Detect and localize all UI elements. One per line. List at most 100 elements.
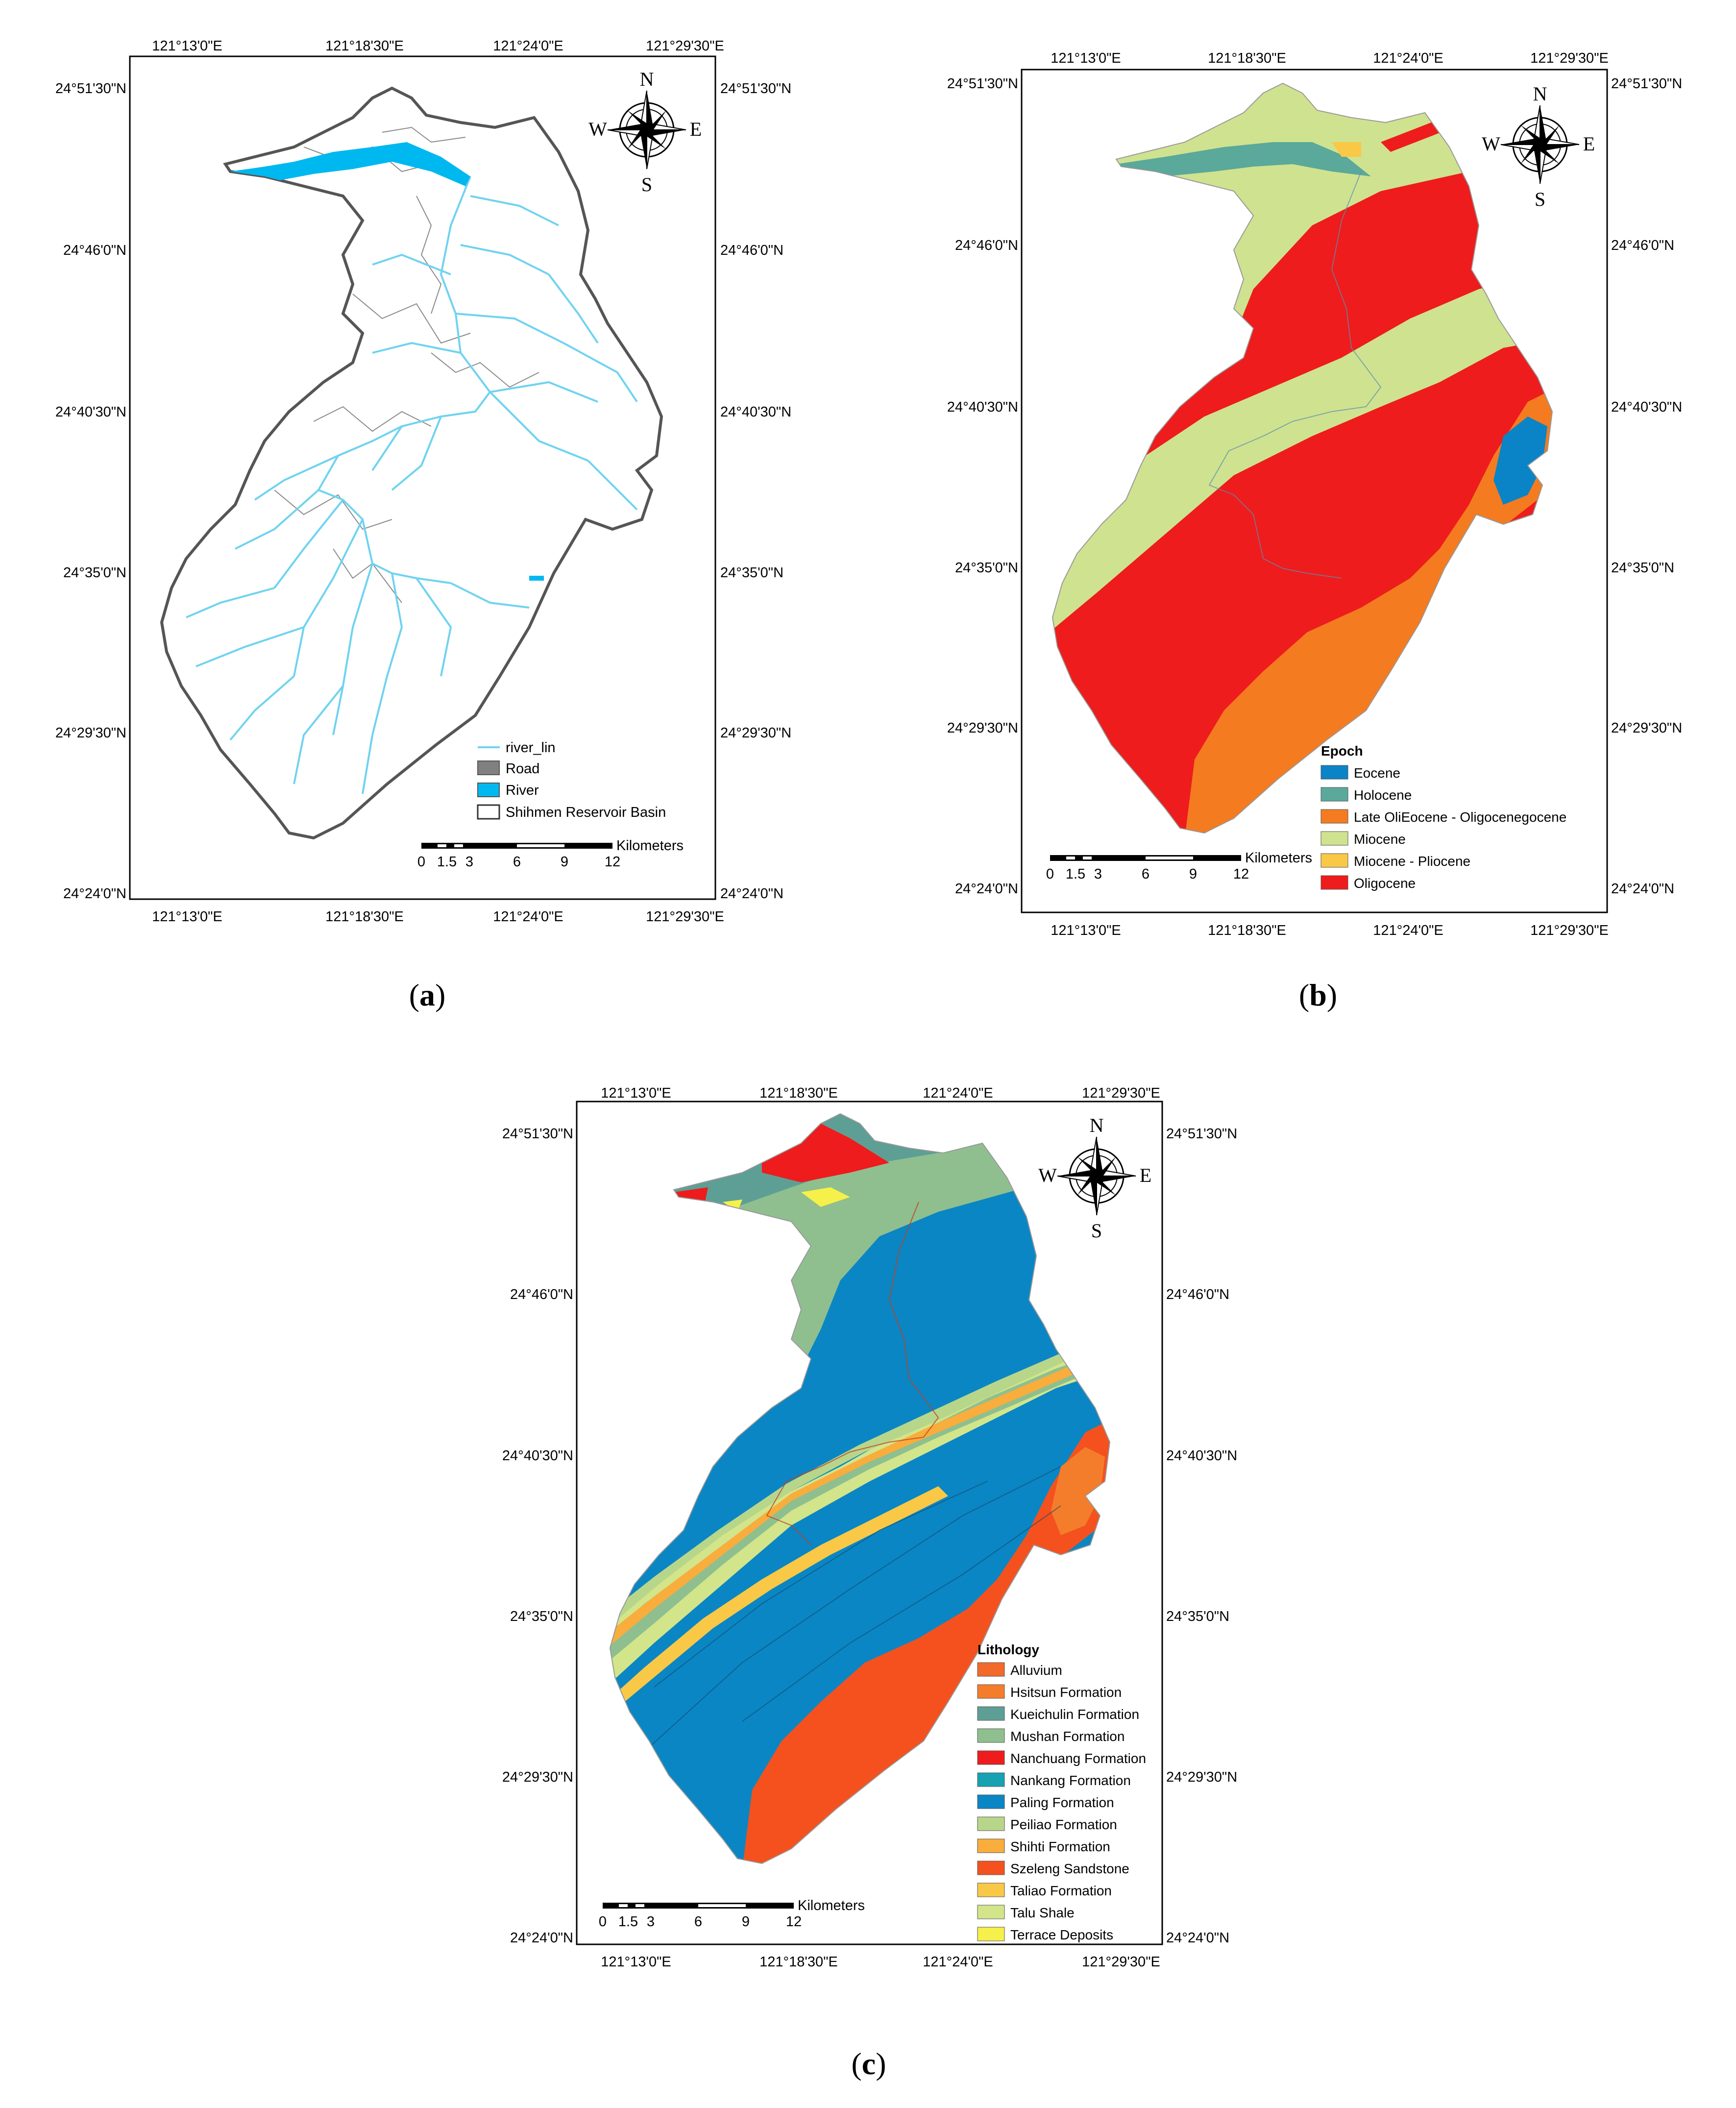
legend-label: Late OliEocene - Oligocenegocene <box>1354 809 1566 825</box>
lon-label: 121°18'30"E <box>759 1085 838 1101</box>
scale-tick: 9 <box>742 1914 750 1930</box>
legend-swatch <box>977 1706 1005 1721</box>
lon-labels-top: 121°13'0"E 121°18'30"E 121°24'0"E 121°29… <box>1051 50 1609 66</box>
lon-labels-top: 121°13'0"E 121°18'30"E 121°24'0"E 121°29… <box>601 1085 1160 1101</box>
legend-label: Szeleng Sandstone <box>1010 1861 1129 1876</box>
river-lines <box>186 176 638 794</box>
scale-tick: 12 <box>786 1914 802 1930</box>
legend-swatch-basin <box>477 804 500 820</box>
panel-caption: (b) <box>1299 978 1337 1012</box>
compass-n: N <box>640 68 654 90</box>
lon-label: 121°24'0"E <box>923 1954 993 1970</box>
scale-unit: Kilometers <box>1245 850 1312 866</box>
scale-tick: 0 <box>599 1914 607 1930</box>
lat-label: 24°35'0"N <box>1611 560 1674 576</box>
lon-label: 121°13'0"E <box>1051 923 1121 938</box>
lat-label: 24°46'0"N <box>1611 238 1674 253</box>
mushan-band <box>610 1349 1110 1672</box>
holocene-area <box>1116 142 1371 176</box>
scale-tick: 9 <box>561 854 568 870</box>
miocene-band <box>1052 270 1552 642</box>
legend-swatch <box>977 1905 1005 1919</box>
lat-label: 24°40'30"N <box>1611 399 1682 415</box>
legend-swatch <box>977 1662 1005 1677</box>
legend-swatch-river <box>477 783 500 797</box>
legend-label: Taliao Formation <box>1010 1883 1112 1898</box>
legend-swatch <box>1320 809 1348 824</box>
lat-label: 24°35'0"N <box>955 560 1018 576</box>
hsitsun-area <box>1051 1447 1105 1535</box>
legend: river_lin Road River Shihmen Reservoir B… <box>477 740 666 820</box>
lat-label: 24°24'0"N <box>63 886 126 902</box>
lat-labels-right: 24°51'30"N 24°46'0"N 24°40'30"N 24°35'0"… <box>1166 1126 1237 1946</box>
legend-swatch-road <box>477 760 500 775</box>
peiliao-band <box>610 1349 1071 1638</box>
legend-label: Paling Formation <box>1010 1795 1114 1810</box>
legend-swatch <box>977 1861 1005 1875</box>
legend-label: Road <box>506 761 539 777</box>
legend-label: Alluvium <box>1010 1663 1062 1678</box>
lat-labels-right: 24°51'30"N 24°46'0"N 24°40'30"N 24°35'0"… <box>720 81 791 902</box>
lon-label: 121°18'30"E <box>1208 923 1286 938</box>
legend-swatch <box>977 1772 1005 1787</box>
legend-swatch <box>977 1883 1005 1897</box>
legend-label: Shihti Formation <box>1010 1839 1110 1854</box>
legend-title: Lithology <box>978 1642 1039 1657</box>
compass-s: S <box>1535 188 1545 210</box>
lon-label: 121°29'30"E <box>1530 50 1609 66</box>
legend-label: Oligocene <box>1354 876 1416 891</box>
legend-swatch <box>1320 853 1348 868</box>
lat-label: 24°46'0"N <box>510 1287 573 1302</box>
legend-label: Terrace Deposits <box>1010 1927 1113 1942</box>
compass-w: W <box>1038 1164 1057 1186</box>
lat-label: 24°29'30"N <box>1166 1769 1237 1785</box>
legend-label: Nankang Formation <box>1010 1773 1131 1788</box>
legend-label: Hsitsun Formation <box>1010 1685 1122 1700</box>
compass-s: S <box>1091 1220 1102 1242</box>
legend-label: Peiliao Formation <box>1010 1817 1117 1832</box>
lat-label: 24°35'0"N <box>720 565 783 581</box>
lon-label: 121°18'30"E <box>325 909 404 925</box>
lon-label: 121°13'0"E <box>152 909 222 925</box>
lon-label: 121°29'30"E <box>1082 1954 1160 1970</box>
compass-n: N <box>1533 83 1547 105</box>
legend-swatch <box>977 1927 1005 1941</box>
lon-label: 121°24'0"E <box>493 909 563 925</box>
scale-bar: Kilometers 0 1.5 3 6 9 12 <box>599 1898 865 1930</box>
lon-label: 121°29'30"E <box>1082 1085 1160 1101</box>
scale-tick: 0 <box>417 854 425 870</box>
lat-labels-left: 24°51'30"N 24°46'0"N 24°40'30"N 24°35'0"… <box>502 1126 573 1946</box>
lon-labels-bottom: 121°13'0"E 121°18'30"E 121°24'0"E 121°29… <box>1051 923 1609 938</box>
scale-bar: Kilometers 0 1.5 3 6 9 12 <box>1046 850 1312 882</box>
lat-label: 24°35'0"N <box>63 565 126 581</box>
legend-label: Holocene <box>1354 787 1412 803</box>
lon-label: 121°24'0"E <box>1373 923 1443 938</box>
lon-labels-top: 121°13'0"E 121°18'30"E 121°24'0"E 121°29… <box>152 38 724 54</box>
lat-label: 24°51'30"N <box>1166 1126 1237 1142</box>
scale-tick: 0 <box>1046 866 1054 882</box>
legend-label: Talu Shale <box>1010 1905 1075 1920</box>
compass-e: E <box>1140 1164 1151 1186</box>
lat-label: 24°24'0"N <box>720 886 783 902</box>
scale-tick: 3 <box>647 1914 655 1930</box>
legend-swatch <box>1320 875 1348 890</box>
lon-label: 121°13'0"E <box>1051 50 1121 66</box>
lon-label: 121°13'0"E <box>601 1085 671 1101</box>
legend-label: Eocene <box>1354 765 1400 781</box>
lat-label: 24°29'30"N <box>55 725 126 741</box>
lon-label: 121°24'0"E <box>1373 50 1443 66</box>
scale-tick: 1.5 <box>618 1914 638 1930</box>
legend-swatch <box>977 1816 1005 1831</box>
compass-s: S <box>641 173 652 196</box>
terrace-north <box>723 1187 850 1212</box>
scale-unit: Kilometers <box>616 838 684 854</box>
panel-c: N S E W 121°13'0"E 121°18'30"E 121°24'0"… <box>502 1085 1237 2081</box>
lat-label: 24°24'0"N <box>510 1930 573 1946</box>
lon-label: 121°18'30"E <box>1208 50 1286 66</box>
lat-labels-left: 24°51'30"N 24°46'0"N 24°40'30"N 24°35'0"… <box>947 76 1018 897</box>
scale-tick: 1.5 <box>1066 866 1085 882</box>
lon-label: 121°29'30"E <box>646 909 724 925</box>
legend: Epoch Eocene Holocene Late OliEocene - O… <box>1320 743 1566 891</box>
lat-label: 24°35'0"N <box>510 1609 573 1624</box>
lon-label: 121°29'30"E <box>1530 923 1609 938</box>
